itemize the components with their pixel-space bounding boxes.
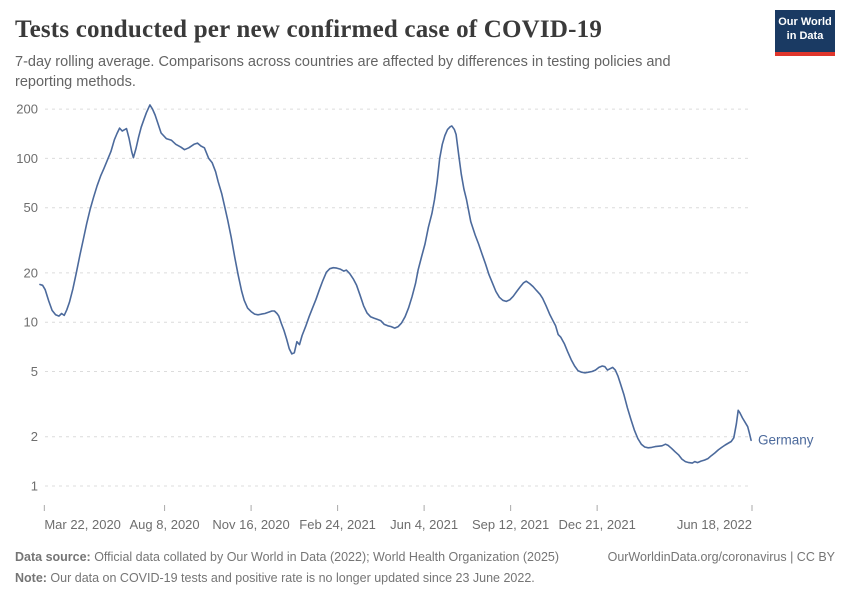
chart-subtitle: 7-day rolling average. Comparisons acros…	[15, 54, 671, 90]
x-axis-tick-label: Jun 18, 2022	[677, 517, 752, 532]
page-title: Tests conducted per new confirmed case o…	[15, 16, 603, 43]
germany-series-line[interactable]	[39, 104, 752, 464]
x-axis-tick-label: Sep 12, 2021	[472, 517, 549, 532]
series-label-germany[interactable]: Germany	[758, 432, 814, 447]
footer-note-text: Our data on COVID-19 tests and positive …	[46, 571, 535, 585]
x-axis-tick-label: Dec 21, 2021	[558, 517, 635, 532]
x-axis-tick-label: Feb 24, 2021	[299, 517, 376, 532]
owid-logo-line2: in Data	[786, 30, 824, 42]
footer-source-label: Data source:	[15, 550, 91, 564]
y-axis-tick-label: 1	[31, 479, 38, 494]
y-axis-tick-label: 10	[24, 315, 38, 330]
y-axis-tick-label: 5	[31, 364, 38, 379]
y-axis-tick-label: 2	[31, 429, 38, 444]
y-axis-tick-label: 50	[24, 200, 38, 215]
y-axis-tick-label: 20	[24, 265, 38, 280]
owid-logo[interactable]: Our World in Data	[775, 10, 835, 56]
x-axis-tick-label: Jun 4, 2021	[390, 517, 458, 532]
y-axis-tick-label: 100	[16, 151, 38, 166]
footer-source-text: Official data collated by Our World in D…	[90, 550, 560, 564]
x-axis-tick-label: Nov 16, 2020	[212, 517, 289, 532]
footer: Data source: Official data collated by O…	[15, 547, 835, 589]
footer-source-line: Data source: Official data collated by O…	[15, 547, 835, 568]
x-axis-tick-label: Aug 8, 2020	[130, 517, 200, 532]
footer-credit-link[interactable]: OurWorldinData.org/coronavirus | CC BY	[607, 550, 835, 564]
footer-note-label: Note:	[15, 571, 47, 585]
y-axis-tick-label: 200	[16, 102, 38, 117]
x-axis-tick-label: Mar 22, 2020	[44, 517, 121, 532]
footer-note-line: Note: Our data on COVID-19 tests and pos…	[15, 568, 835, 589]
owid-logo-line1: Our World	[778, 16, 832, 28]
